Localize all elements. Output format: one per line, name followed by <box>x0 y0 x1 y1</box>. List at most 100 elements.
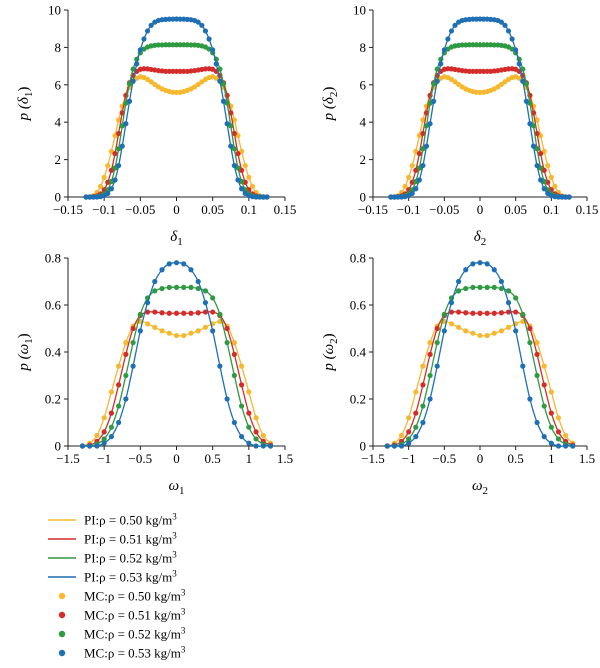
legend-label-superscript: 3 <box>172 550 177 560</box>
x-tick-label: 0.5 <box>508 451 524 466</box>
x-axis-label: δ1 <box>170 229 182 248</box>
x-tick-label: −0.05 <box>125 202 155 217</box>
mc-marker-series-4 <box>398 443 405 449</box>
mc-marker-series-4 <box>413 434 419 440</box>
y-tick-label: 0.8 <box>350 251 366 266</box>
mc-marker-series-1 <box>144 321 151 327</box>
mc-marker-series-3 <box>116 403 122 409</box>
mc-marker-series-4 <box>260 194 266 200</box>
mc-marker-series-3 <box>420 403 426 409</box>
mc-marker-series-2 <box>484 68 490 74</box>
x-tick-label: −0.5 <box>433 451 457 466</box>
x-tick-label: −0.15 <box>53 202 83 217</box>
mc-marker-series-2 <box>406 187 412 193</box>
mc-marker-series-4 <box>144 300 151 306</box>
legend-label-text: MC:ρ = 0.51 kg/m <box>84 608 181 623</box>
mc-marker-series-3 <box>177 42 183 48</box>
mc-marker-series-4 <box>87 443 93 449</box>
mc-marker-series-2 <box>224 325 230 332</box>
mc-marker-series-4 <box>434 78 440 84</box>
mc-marker-series-1 <box>101 415 107 421</box>
mc-marker-series-1 <box>491 330 497 336</box>
mc-marker-series-2 <box>123 351 129 357</box>
mc-marker-series-4 <box>570 443 576 449</box>
mc-marker-series-4 <box>566 194 572 200</box>
pi-line-series-4 <box>387 262 573 447</box>
mc-marker-series-3 <box>173 42 180 48</box>
x-tick-label: 1.5 <box>277 451 293 466</box>
mc-marker-series-1 <box>195 328 201 334</box>
mc-marker-series-2 <box>231 130 237 137</box>
mc-marker-series-3 <box>130 340 136 346</box>
mc-marker-series-4 <box>83 194 89 200</box>
mc-marker-series-2 <box>173 68 180 74</box>
mc-marker-series-4 <box>452 22 458 28</box>
mc-marker-series-4 <box>516 61 522 67</box>
mc-marker-series-1 <box>555 415 562 421</box>
mc-marker-series-4 <box>90 194 96 200</box>
legend-label-superscript: 3 <box>172 569 177 579</box>
y-tick-label: 0 <box>360 190 367 205</box>
mc-marker-series-4 <box>267 443 274 449</box>
mc-marker-series-3 <box>470 42 476 48</box>
x-tick-label: −0.1 <box>397 202 421 217</box>
mc-marker-series-1 <box>409 162 415 169</box>
mc-marker-series-1 <box>420 117 426 123</box>
mc-marker-series-4 <box>527 121 533 127</box>
mc-marker-series-4 <box>534 162 540 169</box>
mc-marker-series-4 <box>108 186 114 192</box>
y-axis-label-symbol: ω <box>16 344 32 355</box>
mc-marker-series-4 <box>253 443 259 449</box>
legend-label-text: MC:ρ = 0.52 kg/m <box>84 627 181 642</box>
mc-marker-series-3 <box>466 42 472 48</box>
x-tick-label: 0.05 <box>504 202 527 217</box>
mc-marker-series-2 <box>480 68 487 74</box>
mc-marker-series-4 <box>148 22 154 28</box>
y-axis-label-prefix: p ( <box>16 353 32 371</box>
y-tick-label: 0 <box>55 439 62 454</box>
x-axis-label: ω1 <box>168 478 184 497</box>
mc-marker-series-4 <box>463 267 469 273</box>
mc-marker-series-3 <box>463 285 469 292</box>
mc-marker-series-4 <box>445 36 451 42</box>
mc-marker-series-4 <box>530 143 537 149</box>
mc-marker-series-2 <box>202 309 209 315</box>
mc-marker-series-2 <box>513 309 519 315</box>
x-tick-label: 0.15 <box>274 202 297 217</box>
legend-label: MC:ρ = 0.52 kg/m3 <box>84 626 186 642</box>
mc-marker-series-2 <box>505 309 512 315</box>
x-tick-label: 0.1 <box>241 202 257 217</box>
legend-label: MC:ρ = 0.51 kg/m3 <box>84 607 186 623</box>
mc-marker-series-2 <box>166 310 172 316</box>
mc-marker-series-4 <box>108 434 114 440</box>
legend-label: PI:ρ = 0.51 kg/m3 <box>84 531 177 547</box>
x-tick-label: −0.15 <box>358 202 388 217</box>
mc-marker-series-2 <box>538 151 544 157</box>
mc-marker-series-3 <box>420 146 426 152</box>
mc-marker-series-3 <box>534 146 540 152</box>
mc-marker-series-1 <box>477 332 483 339</box>
x-tick-label: 1.5 <box>579 451 595 466</box>
mc-marker-series-1 <box>195 81 201 88</box>
mc-marker-series-3 <box>101 436 107 442</box>
x-tick-label: 0.1 <box>543 202 559 217</box>
mc-marker-series-1 <box>239 363 245 369</box>
mc-marker-series-4 <box>505 28 512 34</box>
y-tick-label: 0.2 <box>350 392 366 407</box>
mc-marker-series-2 <box>534 351 540 357</box>
y-axis-label-suffix: ) <box>16 87 32 92</box>
x-tick-label: −0.1 <box>92 202 116 217</box>
mc-marker-series-3 <box>520 66 526 72</box>
mc-marker-series-3 <box>202 288 209 294</box>
mc-marker-series-1 <box>116 117 122 123</box>
mc-marker-series-2 <box>477 310 483 316</box>
x-tick-label: 0.15 <box>576 202 599 217</box>
mc-marker-series-2 <box>427 351 433 357</box>
x-tick-label: 0.05 <box>201 202 224 217</box>
mc-marker-series-4 <box>137 328 143 334</box>
mc-marker-series-4 <box>260 443 266 449</box>
